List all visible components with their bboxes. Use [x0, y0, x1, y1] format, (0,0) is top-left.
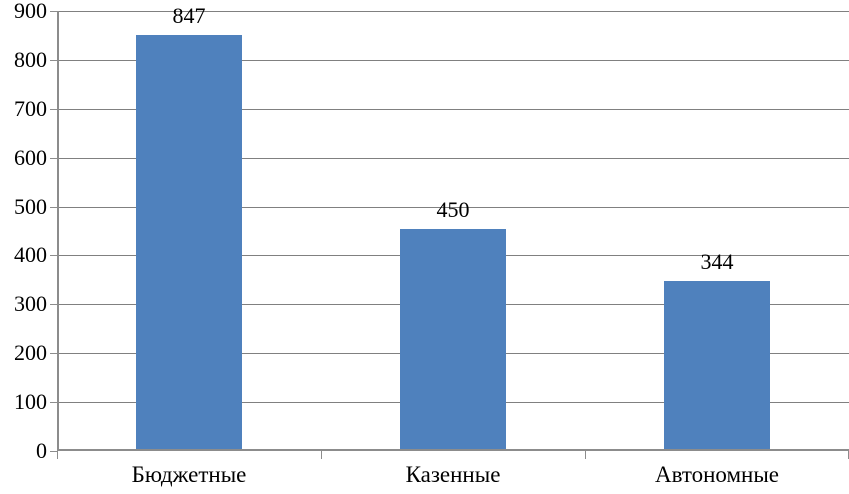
y-axis-label-100: 100	[14, 389, 47, 415]
y-axis-tick-0	[50, 451, 57, 452]
y-axis-label-200: 200	[14, 340, 47, 366]
y-axis-tick-100	[50, 402, 57, 404]
y-axis-tick-700	[50, 108, 57, 110]
y-axis-tick-800	[50, 59, 57, 61]
y-axis-label-0: 0	[36, 438, 47, 463]
gridline-800	[59, 59, 849, 61]
x-axis-label-Автономные: Автономные	[654, 462, 780, 487]
value-label-Казенные: 450	[436, 197, 470, 222]
y-axis-label-700: 700	[14, 95, 47, 121]
gridline-900	[59, 11, 849, 12]
y-axis-tick-500	[50, 206, 57, 208]
y-axis-label-600: 600	[14, 144, 47, 170]
gridline-600	[59, 157, 849, 159]
gridline-500	[59, 206, 849, 208]
y-axis-tick-900	[50, 11, 57, 12]
y-axis-tick-400	[50, 255, 57, 257]
x-axis-label-Бюджетные: Бюджетные	[131, 462, 247, 487]
y-axis-label-300: 300	[14, 291, 47, 317]
y-axis-tick-200	[50, 353, 57, 355]
x-axis-tick-1	[321, 451, 322, 459]
y-axis-label-900: 900	[14, 0, 47, 23]
bar-Бюджетные	[136, 34, 242, 449]
bar-Казенные	[400, 229, 506, 449]
plot-area	[57, 11, 849, 451]
y-axis-tick-600	[50, 157, 57, 159]
x-axis-tick-2	[585, 451, 586, 459]
y-axis-label-400: 400	[14, 242, 47, 268]
gridline-700	[59, 108, 849, 110]
value-label-Бюджетные: 847	[172, 2, 206, 28]
x-axis-label-Казенные: Казенные	[405, 462, 501, 487]
y-axis-label-500: 500	[14, 193, 47, 219]
value-label-Автономные: 344	[700, 248, 734, 274]
y-axis-label-800: 800	[14, 46, 47, 72]
y-axis-tick-300	[50, 304, 57, 306]
x-axis-tick-0	[57, 451, 58, 459]
bar-Автономные	[664, 280, 770, 449]
